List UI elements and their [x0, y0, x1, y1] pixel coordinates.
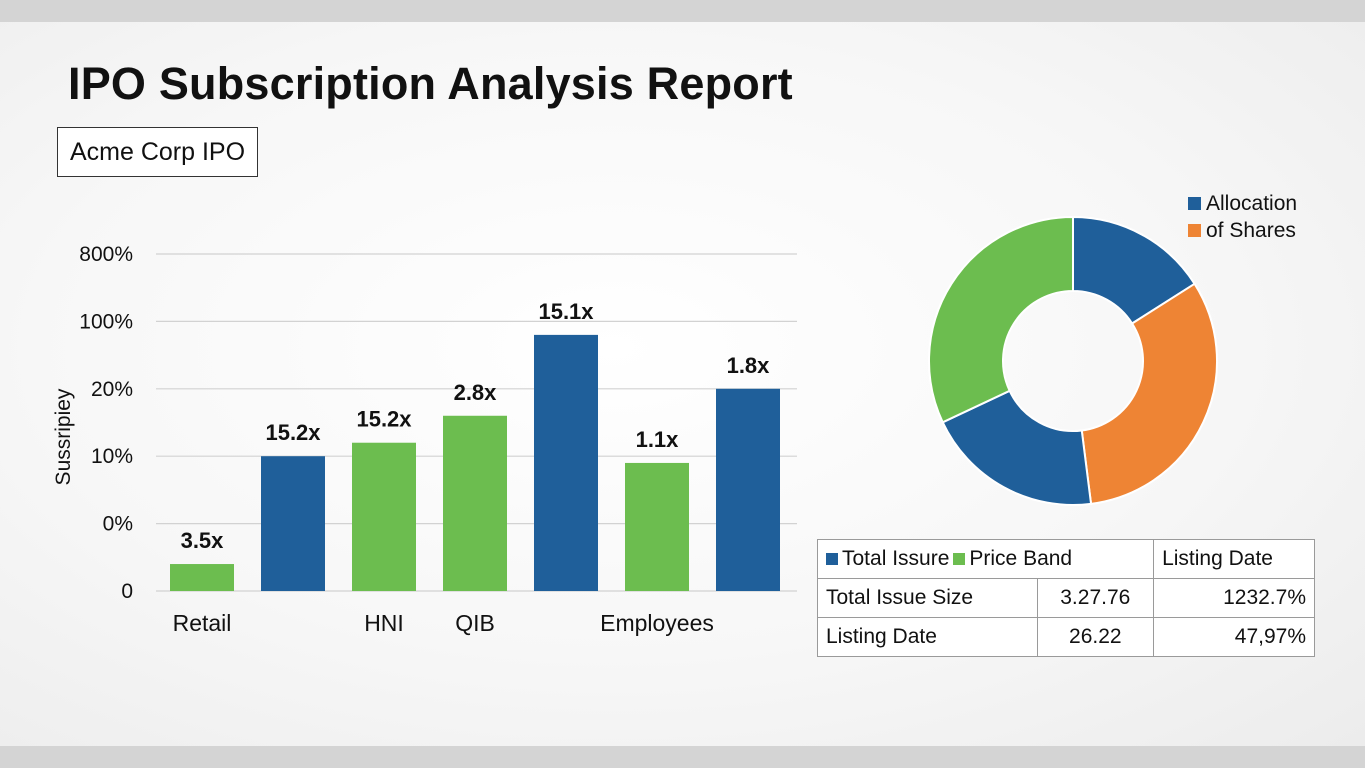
table-cell-percent: 1232.7%	[1153, 578, 1315, 618]
table-cell-percent: 47,97%	[1153, 617, 1315, 657]
x-tick-label: QIB	[455, 610, 495, 636]
x-tick-label: HNI	[364, 610, 404, 636]
table-header-label: Price Band	[969, 547, 1073, 570]
table-row: Total Issue Size 3.27.76 1232.7%	[817, 578, 1315, 618]
legend-label: Allocation	[1206, 192, 1298, 215]
table-header-cell-listing: Listing Date	[1153, 539, 1315, 579]
y-axis-label: Sussripiey	[52, 388, 75, 485]
legend-swatch	[1188, 224, 1201, 237]
bar-data-label: 1.1x	[636, 427, 680, 452]
y-tick-label: 0	[121, 580, 133, 603]
table-cell-value: 26.22	[1036, 617, 1155, 657]
report-title: IPO Subscription Analysis Report	[68, 58, 793, 109]
donut-slice	[928, 215, 1074, 424]
legend-item: of Shares	[1188, 217, 1297, 244]
bar-data-label: 3.5x	[181, 528, 225, 553]
y-tick-label: 10%	[91, 445, 133, 468]
table-header-cell-issue: Total Issure Price Band	[816, 539, 1155, 579]
legend-swatch	[1188, 197, 1201, 210]
table-header-swatch	[826, 553, 838, 565]
table-header-part: Total Issure	[826, 547, 949, 571]
bar-data-label: 1.8x	[727, 353, 771, 378]
bar	[170, 564, 234, 591]
x-tick-label: Employees	[600, 610, 714, 636]
table-header-part: Price Band	[953, 547, 1072, 571]
bar	[534, 334, 598, 591]
bar	[261, 456, 325, 591]
bar	[625, 462, 689, 591]
bar-data-label: 15.2x	[265, 420, 321, 445]
table-cell-label: Listing Date	[817, 617, 1038, 657]
y-tick-label: 20%	[91, 378, 133, 401]
table-cell-label: Total Issue Size	[817, 578, 1038, 618]
x-tick-label: Retail	[173, 610, 232, 636]
table-cell-value: 3.27.76	[1036, 578, 1155, 618]
bar	[352, 442, 416, 591]
donut-slice	[1080, 282, 1218, 505]
bar	[443, 415, 507, 591]
bar	[716, 388, 780, 591]
legend-label: of Shares	[1206, 219, 1296, 242]
table-header-label: Total Issure	[842, 547, 950, 570]
bar-data-label: 15.1x	[538, 299, 594, 324]
y-tick-label: 800%	[79, 243, 133, 266]
donut-slice	[941, 389, 1093, 506]
y-tick-label: 100%	[79, 310, 133, 333]
report-subtitle: Acme Corp IPO	[57, 127, 259, 177]
table-header-row: Total Issure Price Band Listing Date	[816, 539, 1315, 579]
y-tick-label: 0%	[103, 513, 133, 536]
legend-item: Allocation	[1188, 190, 1297, 217]
ipo-info-table: Total Issure Price Band Listing Date Tota…	[816, 539, 1315, 657]
table-row: Listing Date 26.22 47,97%	[817, 617, 1315, 657]
bar-data-label: 2.8x	[454, 380, 498, 405]
donut-legend: Allocation of Shares	[1188, 190, 1297, 244]
bar-data-label: 15.2x	[356, 407, 412, 432]
table-header-swatch	[953, 553, 966, 565]
